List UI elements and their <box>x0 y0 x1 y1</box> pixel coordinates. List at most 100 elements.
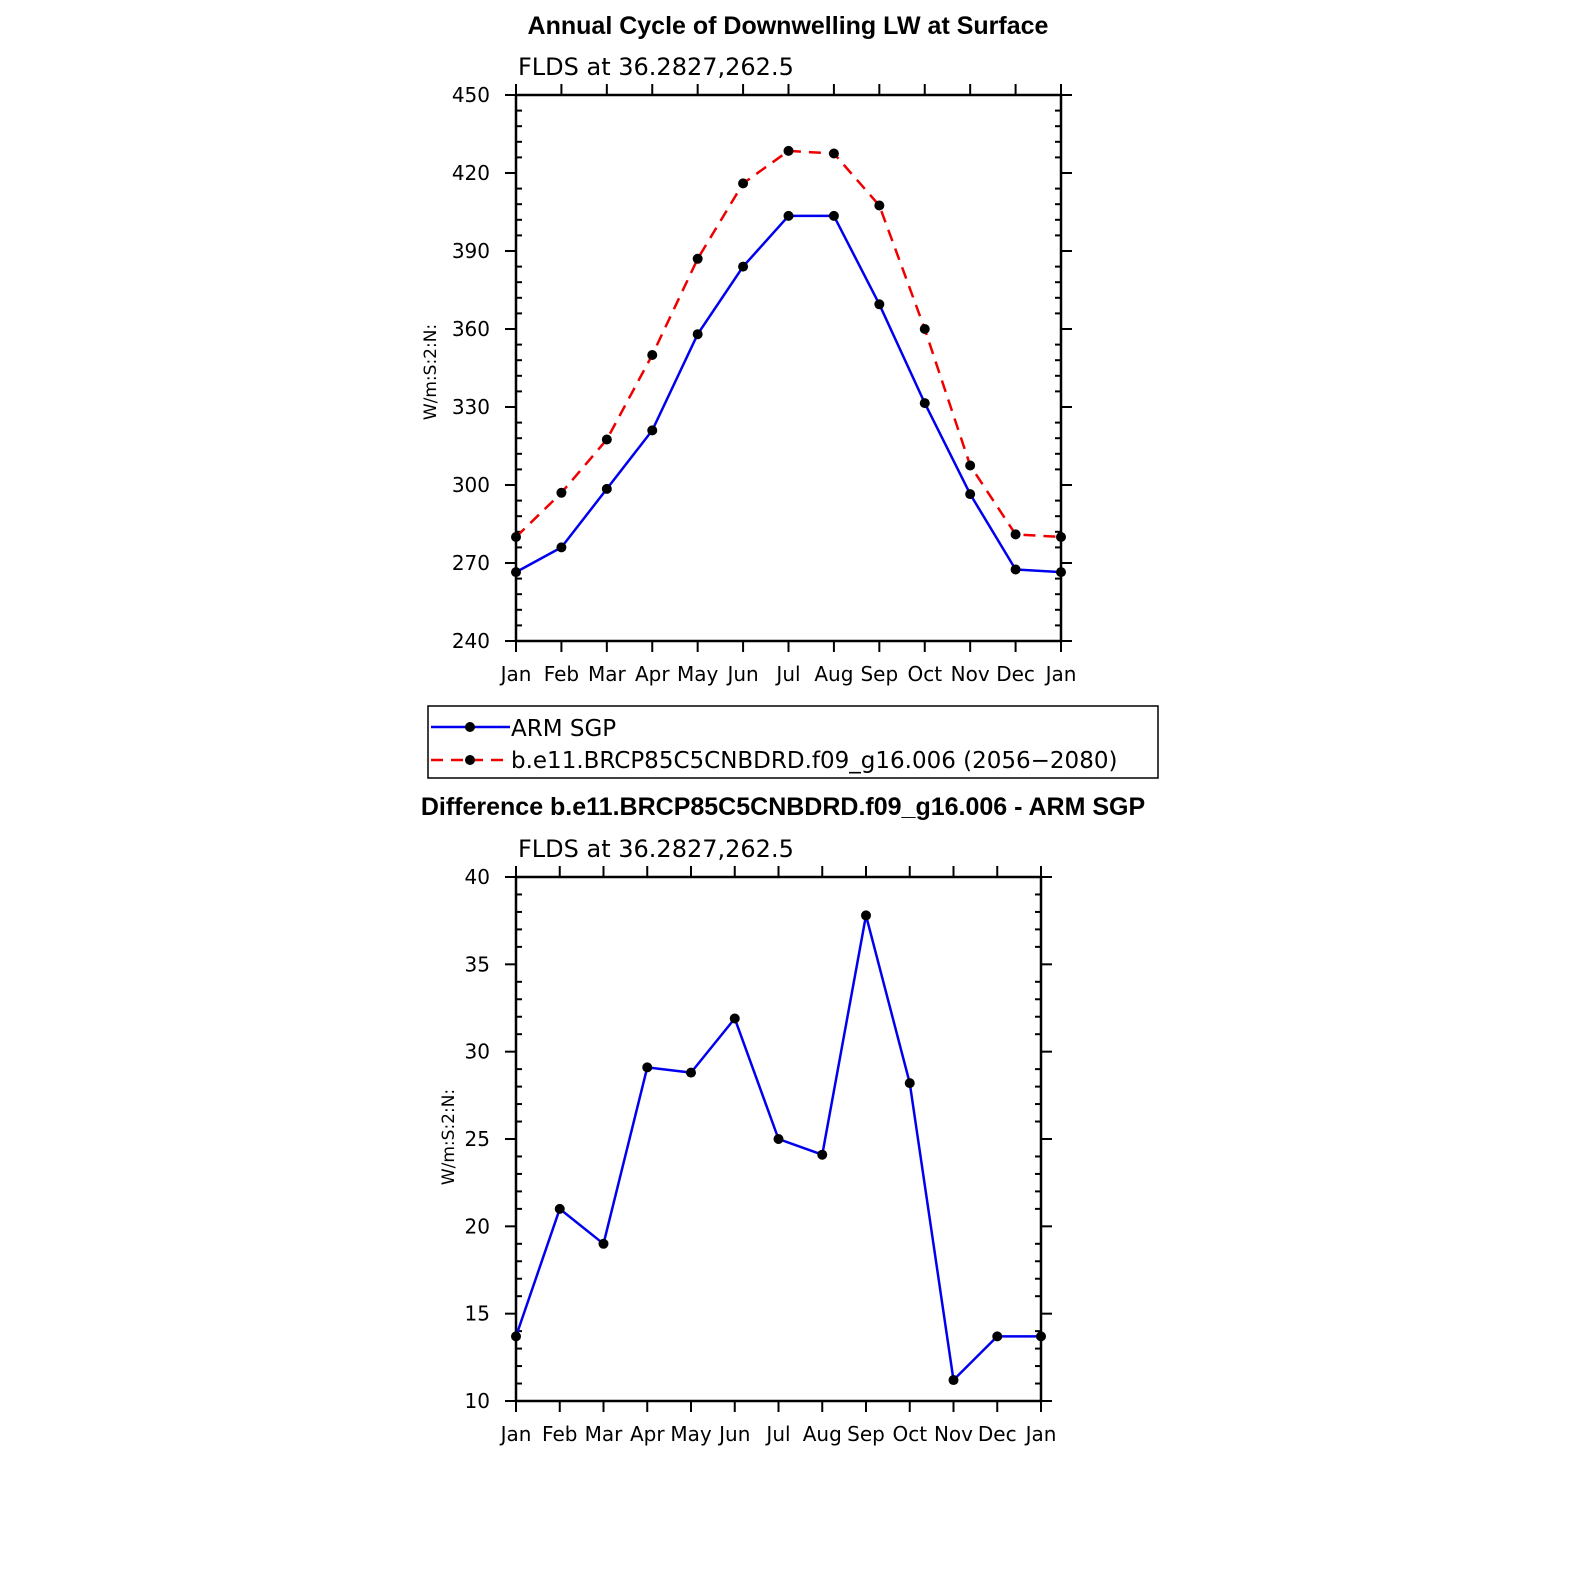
data-point <box>556 487 567 498</box>
data-point <box>948 1375 959 1386</box>
y-tick-label: 360 <box>452 317 490 341</box>
y-tick-label: 420 <box>452 161 490 185</box>
chart1-subtitle: FLDS at 36.2827,262.5 <box>518 53 794 81</box>
data-point <box>904 1078 915 1089</box>
x-tick-label: Jun <box>717 1422 750 1446</box>
legend-box <box>427 705 1159 779</box>
data-point <box>919 398 930 409</box>
data-point <box>919 324 930 334</box>
y-tick-label: 30 <box>465 1040 490 1064</box>
data-point <box>642 1062 653 1073</box>
chart2-subtitle: FLDS at 36.2827,262.5 <box>518 835 794 863</box>
data-point <box>511 532 521 542</box>
legend-label-model: b.e11.BRCP85C5CNBDRD.f09_g16.006 (2056−2… <box>511 748 1117 774</box>
data-point <box>828 148 839 159</box>
data-point <box>738 261 749 272</box>
x-tick-label: Aug <box>803 1422 842 1446</box>
x-tick-label: Sep <box>847 1422 885 1446</box>
data-point <box>817 1149 828 1160</box>
data-point <box>874 299 885 310</box>
y-tick-label: 240 <box>452 629 490 653</box>
x-tick-label: Jan <box>499 662 532 686</box>
x-tick-label: Oct <box>892 1422 927 1446</box>
data-point <box>556 542 567 553</box>
x-tick-label: Jan <box>1044 662 1077 686</box>
y-tick-label: 35 <box>465 952 490 976</box>
x-tick-label: Aug <box>814 662 853 686</box>
data-point <box>861 910 871 921</box>
y-tick-label: 40 <box>465 865 490 889</box>
x-tick-label: May <box>670 1422 712 1446</box>
data-point <box>692 329 703 340</box>
chart1-title: Annual Cycle of Downwelling LW at Surfac… <box>528 12 1049 40</box>
data-point <box>686 1067 696 1078</box>
x-tick-label: Nov <box>934 1422 973 1446</box>
series-line-1 <box>515 149 1062 539</box>
x-tick-label: Nov <box>951 662 990 686</box>
x-tick-label: Dec <box>978 1422 1017 1446</box>
y-tick-label: 25 <box>465 1127 490 1151</box>
x-tick-label: Apr <box>635 662 670 686</box>
chart2-ticks: Jan Feb Mar Apr May Jun Jul Aug Sep Oct Nov Dec Jan 1… <box>465 865 1057 1446</box>
data-point <box>1010 564 1021 575</box>
data-point <box>783 210 794 221</box>
data-point <box>773 1134 784 1144</box>
data-point <box>511 567 521 578</box>
data-point <box>738 178 749 189</box>
data-point <box>511 1331 521 1342</box>
legend-marker-arm <box>465 722 475 732</box>
data-point <box>1010 529 1021 540</box>
y-tick-label: 270 <box>452 551 490 575</box>
data-point <box>965 489 976 500</box>
legend-label-arm: ARM SGP <box>511 716 616 742</box>
x-tick-label: May <box>677 662 719 686</box>
x-tick-label: Jun <box>725 662 758 686</box>
x-tick-label: Jul <box>764 1422 790 1446</box>
data-point <box>601 434 612 445</box>
data-point <box>1056 532 1066 542</box>
data-point <box>1056 567 1066 578</box>
data-point <box>647 350 658 360</box>
y-tick-label: 20 <box>465 1214 490 1238</box>
data-point <box>965 460 976 471</box>
chart1-ticks: Jan Feb Mar Apr May Jun Jul Aug Sep Oct Nov Dec Jan 2… <box>452 83 1077 686</box>
x-tick-label: Feb <box>542 1422 577 1446</box>
series-line-0 <box>515 214 1062 574</box>
data-point <box>992 1331 1003 1342</box>
chart1-ylabel: W/m:S:2:N: <box>421 324 441 420</box>
legend-marker-model <box>465 755 475 765</box>
data-point <box>729 1013 740 1024</box>
y-tick-label: 300 <box>452 473 490 497</box>
data-point <box>828 210 839 221</box>
x-tick-label: Feb <box>544 662 579 686</box>
annual-cycle-chart: Annual Cycle of Downwelling LW at Surfac… <box>421 12 1076 686</box>
data-point <box>874 200 885 211</box>
data-point <box>598 1238 609 1249</box>
difference-chart: Difference b.e11.BRCP85C5CNBDRD.f09_g16.… <box>421 793 1145 1446</box>
x-tick-label: Jan <box>499 1422 532 1446</box>
x-tick-label: Mar <box>588 662 627 686</box>
data-point <box>783 145 794 156</box>
x-tick-label: Dec <box>996 662 1035 686</box>
x-tick-label: Sep <box>860 662 898 686</box>
data-point <box>647 425 658 436</box>
y-tick-label: 15 <box>465 1302 490 1326</box>
series-line-0 <box>514 914 1041 1382</box>
chart2-series <box>511 910 1046 1386</box>
data-point <box>692 253 703 264</box>
x-tick-label: Oct <box>907 662 942 686</box>
data-point <box>554 1203 565 1214</box>
x-tick-label: Mar <box>585 1422 624 1446</box>
data-point <box>1036 1331 1046 1342</box>
chart1-plot-frame <box>514 93 1063 643</box>
chart2-title: Difference b.e11.BRCP85C5CNBDRD.f09_g16.… <box>421 793 1145 821</box>
y-tick-label: 10 <box>465 1389 490 1413</box>
data-point <box>601 483 612 494</box>
chart1-series <box>511 145 1066 578</box>
x-tick-label: Apr <box>630 1422 665 1446</box>
legend: ARM SGP b.e11.BRCP85C5CNBDRD.f09_g16.006… <box>427 705 1159 779</box>
chart2-ylabel: W/m:S:2:N: <box>439 1089 459 1185</box>
y-tick-label: 450 <box>452 83 490 107</box>
y-tick-label: 390 <box>452 239 490 263</box>
